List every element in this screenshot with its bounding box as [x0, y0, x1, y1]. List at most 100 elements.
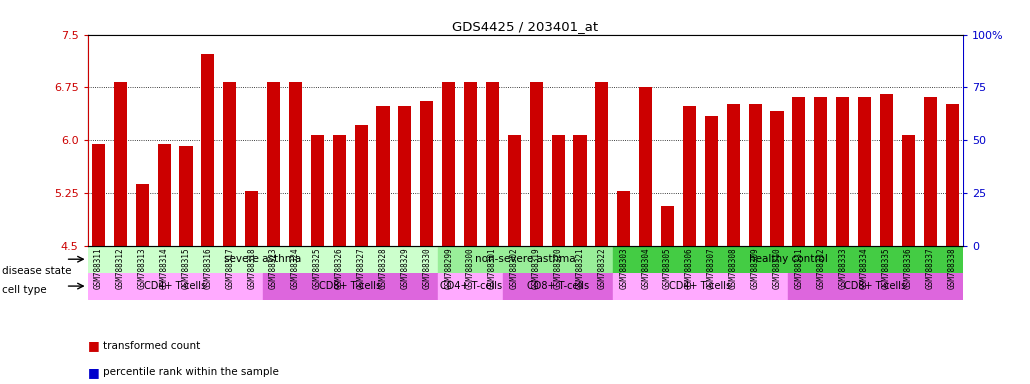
- Bar: [420, 101, 434, 384]
- Point: [768, 65, 785, 71]
- Bar: [92, 144, 105, 384]
- Point: [221, 53, 238, 59]
- Point: [616, 70, 632, 76]
- Bar: [504, 273, 613, 300]
- Bar: [749, 104, 762, 384]
- Text: ■: ■: [88, 339, 99, 352]
- Bar: [288, 83, 302, 384]
- Bar: [486, 83, 500, 384]
- Text: non-severe asthma: non-severe asthma: [475, 254, 576, 264]
- Point: [243, 57, 260, 63]
- Bar: [613, 273, 788, 300]
- Point: [834, 59, 851, 65]
- Bar: [836, 96, 850, 384]
- Bar: [88, 273, 263, 300]
- Point: [550, 61, 566, 67]
- Bar: [595, 83, 609, 384]
- Point: [462, 53, 479, 59]
- Point: [156, 57, 172, 63]
- Bar: [202, 54, 214, 384]
- Point: [922, 59, 938, 65]
- Bar: [902, 134, 915, 384]
- Bar: [245, 191, 259, 384]
- Point: [287, 53, 304, 59]
- Bar: [770, 111, 784, 384]
- Text: CD8+ T-cells: CD8+ T-cells: [845, 281, 906, 291]
- Bar: [552, 134, 564, 384]
- Point: [791, 61, 808, 67]
- Point: [353, 63, 370, 70]
- Bar: [113, 83, 127, 384]
- Point: [593, 53, 610, 59]
- Point: [397, 61, 413, 67]
- Point: [309, 57, 325, 63]
- Bar: [399, 106, 412, 384]
- Bar: [727, 104, 740, 384]
- Bar: [263, 273, 438, 300]
- Point: [375, 61, 391, 67]
- Bar: [438, 273, 504, 300]
- Point: [659, 70, 676, 76]
- Point: [200, 40, 216, 46]
- Point: [112, 48, 129, 55]
- Bar: [639, 88, 652, 384]
- Point: [572, 65, 588, 71]
- Bar: [354, 125, 368, 384]
- Bar: [179, 146, 193, 384]
- Point: [91, 57, 107, 63]
- Bar: [508, 134, 521, 384]
- Point: [900, 65, 917, 71]
- Bar: [464, 83, 477, 384]
- Bar: [792, 96, 805, 384]
- Bar: [880, 94, 893, 384]
- Bar: [438, 246, 613, 273]
- Text: CD4+ T-cells: CD4+ T-cells: [670, 281, 731, 291]
- Bar: [661, 206, 675, 384]
- Text: CD8+ T-cells: CD8+ T-cells: [527, 281, 589, 291]
- Bar: [224, 83, 237, 384]
- Text: ■: ■: [88, 366, 99, 379]
- Point: [134, 61, 150, 67]
- Bar: [946, 104, 959, 384]
- Bar: [267, 83, 280, 384]
- Bar: [442, 83, 455, 384]
- Point: [418, 57, 435, 63]
- Text: transformed count: transformed count: [103, 341, 200, 351]
- Point: [747, 61, 763, 67]
- Bar: [924, 96, 937, 384]
- Point: [725, 61, 742, 67]
- Point: [266, 57, 282, 63]
- Text: healthy control: healthy control: [749, 254, 827, 264]
- Point: [528, 53, 545, 59]
- Bar: [617, 191, 630, 384]
- Title: GDS4425 / 203401_at: GDS4425 / 203401_at: [452, 20, 598, 33]
- Point: [506, 61, 522, 67]
- Point: [484, 57, 501, 63]
- Point: [856, 59, 872, 65]
- Bar: [333, 134, 346, 384]
- Bar: [136, 184, 148, 384]
- Bar: [788, 273, 963, 300]
- Point: [813, 63, 829, 70]
- Text: severe asthma: severe asthma: [225, 254, 302, 264]
- Bar: [311, 134, 323, 384]
- Bar: [613, 246, 963, 273]
- Bar: [529, 83, 543, 384]
- Bar: [705, 116, 718, 384]
- Text: cell type: cell type: [2, 285, 46, 295]
- Bar: [377, 106, 389, 384]
- Text: CD4+ T-cells: CD4+ T-cells: [440, 281, 502, 291]
- Bar: [683, 106, 696, 384]
- Text: CD8+ T-cells: CD8+ T-cells: [319, 281, 381, 291]
- Point: [879, 55, 895, 61]
- Point: [178, 57, 195, 63]
- Bar: [88, 246, 438, 273]
- Point: [681, 61, 697, 67]
- Point: [638, 57, 654, 63]
- Point: [441, 53, 457, 59]
- Text: CD4+ T-cells: CD4+ T-cells: [144, 281, 206, 291]
- Text: percentile rank within the sample: percentile rank within the sample: [103, 367, 279, 377]
- Text: disease state: disease state: [2, 266, 71, 276]
- Point: [331, 61, 347, 67]
- Bar: [158, 144, 171, 384]
